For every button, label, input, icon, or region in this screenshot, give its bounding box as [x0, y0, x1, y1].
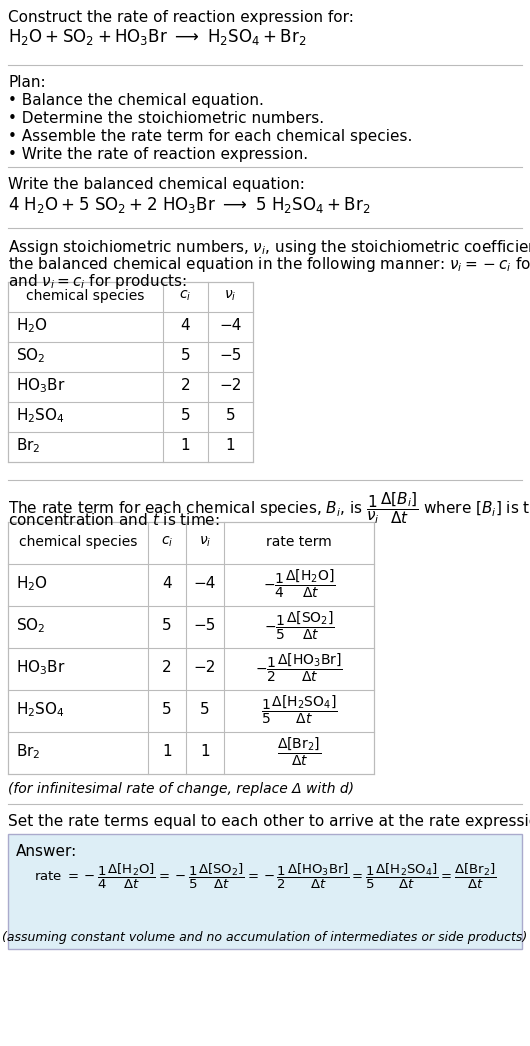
Text: Answer:: Answer: [16, 844, 77, 859]
Text: Set the rate terms equal to each other to arrive at the rate expression:: Set the rate terms equal to each other t… [8, 814, 530, 829]
Text: concentration and $t$ is time:: concentration and $t$ is time: [8, 511, 220, 528]
Text: $\mathrm{Br_2}$: $\mathrm{Br_2}$ [16, 743, 41, 761]
Text: $\mathrm{HO_3Br}$: $\mathrm{HO_3Br}$ [16, 377, 66, 395]
Text: $\mathrm{H_2O + SO_2 + HO_3Br\ \longrightarrow\ H_2SO_4 + Br_2}$: $\mathrm{H_2O + SO_2 + HO_3Br\ \longrigh… [8, 27, 306, 47]
Text: −4: −4 [219, 318, 242, 334]
Text: 1: 1 [226, 438, 235, 454]
Text: $\nu_i$: $\nu_i$ [224, 289, 237, 303]
Text: $-\dfrac{1}{2}\dfrac{\Delta[\mathrm{HO_3Br}]}{\Delta t}$: $-\dfrac{1}{2}\dfrac{\Delta[\mathrm{HO_3… [255, 652, 343, 684]
Text: 5: 5 [200, 703, 210, 718]
Text: $\mathrm{H_2O}$: $\mathrm{H_2O}$ [16, 574, 48, 593]
Text: $c_i$: $c_i$ [179, 289, 192, 303]
Bar [8, 522, 374, 774]
Text: the balanced chemical equation in the following manner: $\nu_i = -c_i$ for react: the balanced chemical equation in the fo… [8, 255, 530, 274]
Text: chemical species: chemical species [19, 535, 137, 549]
Text: $\dfrac{1}{5}\dfrac{\Delta[\mathrm{H_2SO_4}]}{\Delta t}$: $\dfrac{1}{5}\dfrac{\Delta[\mathrm{H_2SO… [261, 693, 337, 726]
Text: 4: 4 [181, 318, 190, 334]
Text: 5: 5 [181, 348, 190, 364]
Text: • Assemble the rate term for each chemical species.: • Assemble the rate term for each chemic… [8, 129, 412, 144]
Bar [8, 282, 253, 462]
Text: chemical species: chemical species [26, 289, 145, 303]
Text: 5: 5 [181, 409, 190, 424]
Text: −2: −2 [194, 660, 216, 676]
Text: $\mathrm{4\ H_2O + 5\ SO_2 + 2\ HO_3Br\ \longrightarrow\ 5\ H_2SO_4 + Br_2}$: $\mathrm{4\ H_2O + 5\ SO_2 + 2\ HO_3Br\ … [8, 195, 370, 215]
Text: 5: 5 [162, 703, 172, 718]
Text: rate term: rate term [266, 535, 332, 549]
Text: Write the balanced chemical equation:: Write the balanced chemical equation: [8, 177, 305, 192]
Text: $\mathrm{Br_2}$: $\mathrm{Br_2}$ [16, 436, 41, 455]
Text: $\mathrm{SO_2}$: $\mathrm{SO_2}$ [16, 617, 46, 635]
Text: 4: 4 [162, 576, 172, 591]
Text: 1: 1 [200, 745, 210, 759]
Text: −5: −5 [194, 618, 216, 634]
Text: 2: 2 [181, 379, 190, 393]
Text: Construct the rate of reaction expression for:: Construct the rate of reaction expressio… [8, 10, 354, 25]
Text: −2: −2 [219, 379, 242, 393]
Text: Plan:: Plan: [8, 75, 46, 90]
Text: $\mathrm{SO_2}$: $\mathrm{SO_2}$ [16, 346, 46, 365]
Text: Assign stoichiometric numbers, $\nu_i$, using the stoichiometric coefficients, $: Assign stoichiometric numbers, $\nu_i$, … [8, 238, 530, 257]
Text: • Determine the stoichiometric numbers.: • Determine the stoichiometric numbers. [8, 111, 324, 126]
Text: $\nu_i$: $\nu_i$ [199, 535, 211, 549]
Text: 1: 1 [181, 438, 190, 454]
Text: $\mathrm{H_2SO_4}$: $\mathrm{H_2SO_4}$ [16, 407, 65, 426]
Text: $c_i$: $c_i$ [161, 535, 173, 549]
Text: −5: −5 [219, 348, 242, 364]
Text: rate $= -\dfrac{1}{4}\dfrac{\Delta[\mathrm{H_2O}]}{\Delta t} = -\dfrac{1}{5}\dfr: rate $= -\dfrac{1}{4}\dfrac{\Delta[\math… [33, 862, 497, 890]
Bar [8, 834, 522, 949]
Text: 2: 2 [162, 660, 172, 676]
Text: −4: −4 [194, 576, 216, 591]
Text: • Balance the chemical equation.: • Balance the chemical equation. [8, 93, 264, 108]
Text: $\dfrac{\Delta[\mathrm{Br_2}]}{\Delta t}$: $\dfrac{\Delta[\mathrm{Br_2}]}{\Delta t}… [277, 735, 321, 768]
Text: and $\nu_i = c_i$ for products:: and $\nu_i = c_i$ for products: [8, 272, 187, 291]
Text: $-\dfrac{1}{4}\dfrac{\Delta[\mathrm{H_2O}]}{\Delta t}$: $-\dfrac{1}{4}\dfrac{\Delta[\mathrm{H_2O… [263, 568, 335, 600]
Text: $\mathrm{HO_3Br}$: $\mathrm{HO_3Br}$ [16, 659, 66, 678]
Text: 5: 5 [226, 409, 235, 424]
Text: 1: 1 [162, 745, 172, 759]
Text: $\mathrm{H_2O}$: $\mathrm{H_2O}$ [16, 317, 48, 336]
Text: The rate term for each chemical species, $B_i$, is $\dfrac{1}{\nu_i}\dfrac{\Delt: The rate term for each chemical species,… [8, 490, 530, 526]
Text: $-\dfrac{1}{5}\dfrac{\Delta[\mathrm{SO_2}]}{\Delta t}$: $-\dfrac{1}{5}\dfrac{\Delta[\mathrm{SO_2… [263, 610, 334, 642]
Text: • Write the rate of reaction expression.: • Write the rate of reaction expression. [8, 147, 308, 162]
Text: (for infinitesimal rate of change, replace Δ with ​d): (for infinitesimal rate of change, repla… [8, 782, 354, 796]
Text: $\mathrm{H_2SO_4}$: $\mathrm{H_2SO_4}$ [16, 701, 65, 720]
Text: (assuming constant volume and no accumulation of intermediates or side products): (assuming constant volume and no accumul… [2, 931, 528, 943]
Text: 5: 5 [162, 618, 172, 634]
